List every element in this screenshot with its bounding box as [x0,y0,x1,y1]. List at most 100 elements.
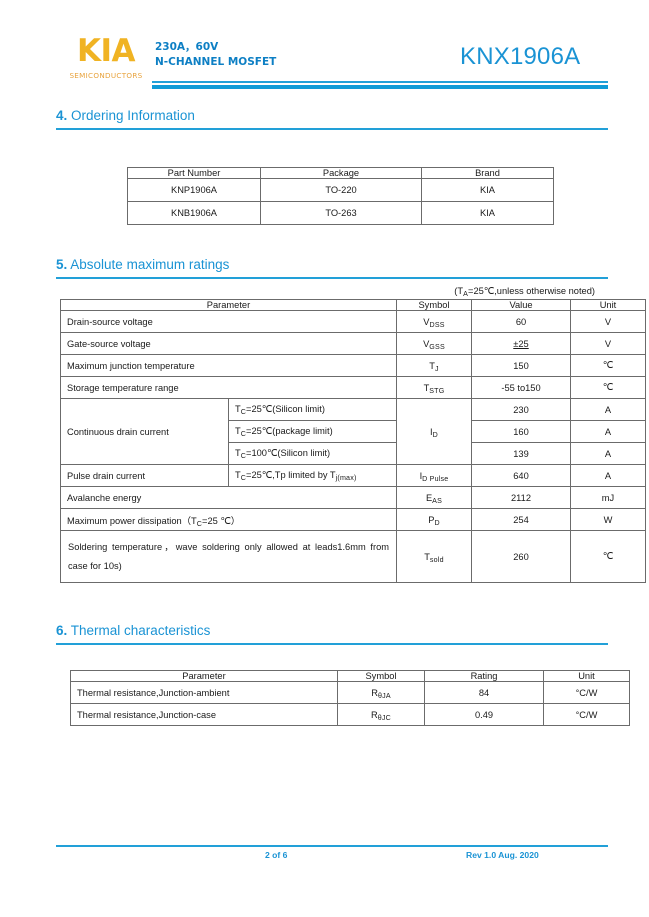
column-header-parameter: Parameter [60,299,397,311]
cell-parameter: Thermal resistance,Junction-case [70,703,338,726]
section-title-ordering: 4. Ordering Information [56,108,608,124]
absolute-maximum-ratings-table: Parameter Symbol Value Unit Drain-source… [60,299,646,583]
column-header-parameter: Parameter [70,670,338,682]
product-description: 230A，60V N-CHANNEL MOSFET [155,40,276,70]
table-row: Pulse drain current TC=25℃,Tp limited by… [60,464,646,487]
column-header-value: Value [471,299,571,311]
section-heading-ratings: 5. Absolute maximum ratings [56,257,608,279]
ordering-information-table: Part Number Package Brand KNP1906A TO-22… [127,167,554,225]
section-rule-thermal [56,643,608,645]
thermal-characteristics-table: Parameter Symbol Rating Unit Thermal res… [70,670,630,726]
cell-symbol: RθJA [337,681,425,704]
section-rule-ratings [56,277,608,279]
table-row: KNP1906A TO-220 KIA [127,178,554,202]
cell-unit: ℃ [570,376,646,399]
parameter-suffix: =25 ℃） [202,515,241,526]
section-number-thermal: 6. [56,623,68,638]
cell-symbol: VDSS [396,310,472,333]
cell-parameter-power-dissipation: Maximum power dissipation（TC=25 ℃） [60,508,397,531]
symbol-subscript: D [434,518,440,527]
column-header-unit: Unit [543,670,630,682]
section-heading-ordering: 4. Ordering Information [56,108,608,130]
cell-unit: A [570,442,646,465]
symbol-subscript: AS [432,496,443,505]
cell-parameter: Maximum junction temperature [60,354,397,377]
footer-rule [56,845,608,847]
cell-symbol: Tsold [396,530,472,583]
cell-symbol: EAS [396,486,472,509]
symbol-subscript: D Pulse [422,474,449,483]
symbol-base: E [425,492,433,503]
table-row: Soldering temperature，wave soldering onl… [60,530,646,583]
cell-value: 60 [471,310,571,333]
cell-parameter: Drain-source voltage [60,310,397,333]
footer-page-number: 2 of 6 [265,850,288,860]
table-row: Maximum junction temperature TJ 150 ℃ [60,354,646,377]
parameter-prefix: Maximum power dissipation（T [67,515,197,526]
product-type-line: N-CHANNEL MOSFET [155,56,277,68]
condition-suffix: =25℃(Silicon limit) [246,404,325,414]
section-number-ratings: 5. [56,257,68,272]
section-number-ordering: 4. [56,108,68,123]
table-row: Maximum power dissipation（TC=25 ℃） PD 25… [60,508,646,531]
symbol-subscript: sold [429,555,444,564]
cell-rating: 0.49 [424,703,544,726]
table-row: Gate-source voltage VGSS ±25 V [60,332,646,355]
column-header-part-number: Part Number [127,167,261,179]
column-header-rating: Rating [424,670,544,682]
cell-brand: KIA [421,178,554,202]
section-rule-ordering [56,128,608,130]
cell-symbol: TJ [396,354,472,377]
symbol-base: V [423,338,430,349]
section-title-ratings: 5. Absolute maximum ratings [56,257,608,273]
section-label-thermal: Thermal characteristics [70,623,211,638]
cell-value: 640 [471,464,571,487]
symbol-base: T [423,382,430,393]
cell-part-number: KNP1906A [127,178,261,202]
cell-parameter: Storage temperature range [60,376,397,399]
symbol-subscript: θJA [377,691,391,700]
condition-mid: =25℃,Tp limited by T [246,470,336,480]
table-row: Drain-source voltage VDSS 60 V [60,310,646,333]
cell-value: 230 [471,398,571,421]
table-row: Thermal resistance,Junction-case RθJC 0.… [70,703,630,726]
cell-symbol: VGSS [396,332,472,355]
section-heading-thermal: 6. Thermal characteristics [56,623,608,645]
cell-unit: A [570,398,646,421]
symbol-base: I [419,470,423,481]
table-row: Continuous drain current TC=25℃(Silicon … [60,398,646,465]
table-header-row: Part Number Package Brand [127,167,554,179]
cell-unit: V [570,310,646,333]
condition-suffix: =25℃(package limit) [246,426,333,436]
cell-unit: °C/W [543,681,630,704]
cell-parameter: Avalanche energy [60,486,397,509]
cell-symbol: ID Pulse [396,464,472,487]
cell-parameter: Gate-source voltage [60,332,397,355]
value-text: ±25 [513,338,529,349]
parameter-subscript: C [196,519,203,528]
cell-condition: TC=25℃(package limit) [228,420,397,443]
cell-unit: ℃ [570,530,646,583]
cell-unit: °C/W [543,703,630,726]
header-rule-thin [152,81,608,83]
condition-subscript: C [240,474,247,482]
symbol-base: V [423,316,430,327]
table-row: Thermal resistance,Junction-ambient RθJA… [70,681,630,704]
cell-value: 160 [471,420,571,443]
note-prefix: (T [454,286,464,296]
cell-unit: A [570,464,646,487]
cell-parameter-soldering: Soldering temperature，wave soldering onl… [60,530,397,583]
cell-value: 2112 [471,486,571,509]
page-header: KIA SEMICONDUCTORS 230A，60V N-CHANNEL MO… [0,0,649,98]
cell-unit: W [570,508,646,531]
condition-subscript: C [240,430,247,438]
symbol-subscript: θJC [377,713,391,722]
section-label-ordering: Ordering Information [71,108,195,123]
condition-subscript: C [240,408,247,416]
section-label-ratings: Absolute maximum ratings [70,257,230,272]
note-subscript: A [463,290,469,298]
logo-tagline: SEMICONDUCTORS [69,71,143,80]
cell-parameter-continuous-drain: Continuous drain current [60,398,229,465]
cell-value: 139 [471,442,571,465]
